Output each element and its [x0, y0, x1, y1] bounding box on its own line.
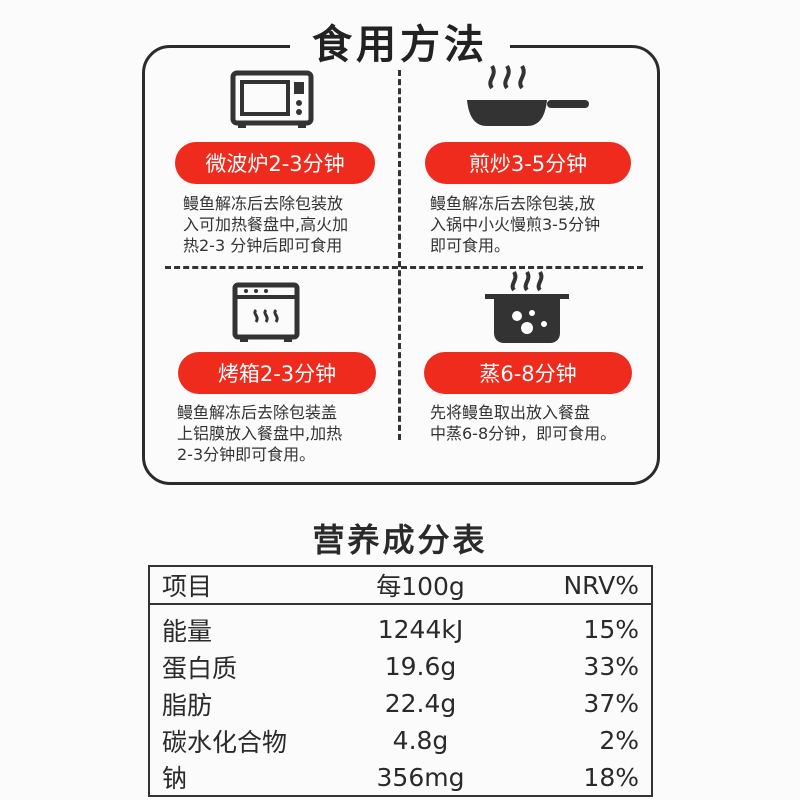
method-desc-steam: 先将鳗鱼取出放入餐盘中蒸6-8分钟，即可食用。 [430, 402, 660, 444]
desc-line: 热2-3 分钟后即可食用 [183, 236, 343, 255]
microwave-icon [230, 70, 314, 128]
cell-amount: 356mg [376, 762, 465, 792]
cell-amount: 19.6g [384, 652, 457, 681]
cell-nrv: 37% [583, 689, 639, 718]
cell-item: 蛋白质 [162, 653, 238, 683]
nutrition-table: 项目 每100g NRV% 能量 1244kJ 15% 蛋白质 19.6g 33% 脂肪… [148, 565, 653, 797]
usage-title: 食用方法 [290, 12, 510, 70]
cell-nrv: 18% [583, 762, 639, 792]
vertical-divider [398, 70, 401, 440]
table-header-row: 项目 每100g NRV% [149, 566, 652, 604]
desc-line: 先将鳗鱼取出放入餐盘 [430, 403, 591, 422]
method-desc-oven: 鳗鱼解冻后去除包装盖 上铝膜放入餐盘中,加热 2-3分钟即可食用。 [177, 402, 397, 465]
cell-nrv: 2% [599, 726, 639, 755]
steamer-pot-icon [485, 270, 569, 343]
table-row: 钠 356mg 18% [149, 759, 652, 796]
method-label-steam: 蒸6-8分钟 [424, 352, 632, 394]
desc-line: 鳗鱼解冻后去除包装放 [183, 194, 344, 213]
cell-item: 脂肪 [162, 690, 213, 720]
method-desc-microwave: 鳗鱼解冻后去除包装放 入可加热餐盘中,高火加 热2-3 分钟后即可食用 [183, 193, 403, 256]
method-label-microwave: 微波炉2-3分钟 [175, 142, 375, 184]
header-nrv: NRV% [563, 570, 639, 600]
header-per-100g: 每100g [376, 572, 465, 601]
header-item: 项目 [162, 572, 213, 601]
desc-line: 入锅中小火慢煎3-5分钟 [430, 215, 601, 234]
cell-amount: 1244kJ [377, 615, 464, 644]
desc-line: 上铝膜放入餐盘中,加热 [177, 424, 343, 443]
desc-line: 2-3分钟即可食用。 [177, 445, 316, 464]
cell-item: 能量 [162, 616, 213, 646]
cell-amount: 22.4g [384, 689, 457, 718]
table-row: 能量 1244kJ 15% [149, 604, 652, 648]
cell-item: 钠 [162, 764, 188, 793]
frying-pan-icon [467, 64, 589, 126]
oven-icon [232, 282, 300, 342]
desc-line: 即可食用。 [430, 236, 511, 255]
table-row: 碳水化合物 4.8g 2% [149, 722, 652, 759]
method-desc-pan-fry: 鳗鱼解冻后去除包装,放 入锅中小火慢煎3-5分钟 即可食用。 [430, 193, 650, 256]
cell-nrv: 33% [583, 652, 639, 681]
nutrition-title: 营养成分表 [312, 521, 488, 559]
cell-amount: 4.8g [392, 726, 449, 755]
desc-line: 入可加热餐盘中,高火加 [183, 215, 349, 234]
table-row: 脂肪 22.4g 37% [149, 685, 652, 722]
method-label-pan-fry: 煎炒3-5分钟 [425, 142, 631, 184]
desc-line: 鳗鱼解冻后去除包装盖 [177, 403, 338, 422]
desc-line: 中蒸6-8分钟，即可食用。 [430, 424, 617, 443]
method-label-oven: 烤箱2-3分钟 [178, 352, 376, 394]
horizontal-divider [165, 266, 643, 269]
cell-nrv: 15% [583, 615, 639, 644]
desc-line: 鳗鱼解冻后去除包装,放 [430, 194, 596, 213]
cell-item: 碳水化合物 [162, 727, 288, 757]
table-row: 蛋白质 19.6g 33% [149, 648, 652, 685]
